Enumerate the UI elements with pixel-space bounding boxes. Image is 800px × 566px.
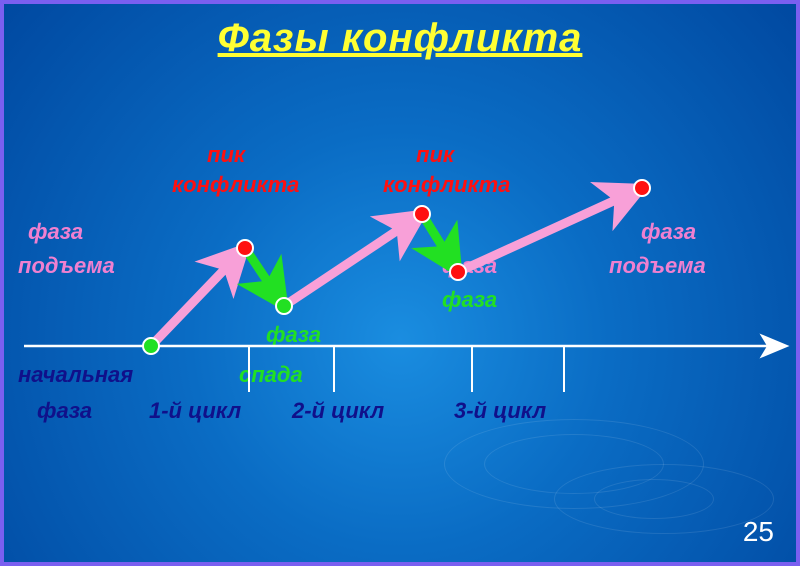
page-number: 25 xyxy=(743,516,774,548)
start-phase-2: фаза xyxy=(37,398,92,424)
rise2-label-1: фаза xyxy=(641,219,696,245)
fall2-label-1: фаза xyxy=(442,287,497,313)
fall1-label-2: спада xyxy=(239,362,303,388)
rise1-label-2: подъема xyxy=(18,253,115,279)
start-phase-1: начальная xyxy=(18,362,133,388)
cycle-3-label: 3-й цикл xyxy=(454,398,546,424)
peak1-label-1: пик xyxy=(207,142,245,168)
rise1-label-1: фаза xyxy=(28,219,83,245)
rise2-label-2: подъема xyxy=(609,253,706,279)
slide-title: Фазы конфликта xyxy=(4,16,796,61)
peak2-label-2: конфликта xyxy=(383,172,510,198)
fall1-label-1: фаза xyxy=(266,322,321,348)
cycle-2-label: 2-й цикл xyxy=(292,398,384,424)
peak2-label-1: пик xyxy=(416,142,454,168)
cycle-1-label: 1-й цикл xyxy=(149,398,241,424)
peak1-label-2: конфликта xyxy=(172,172,299,198)
inner-rise-label: фаза xyxy=(442,253,497,279)
